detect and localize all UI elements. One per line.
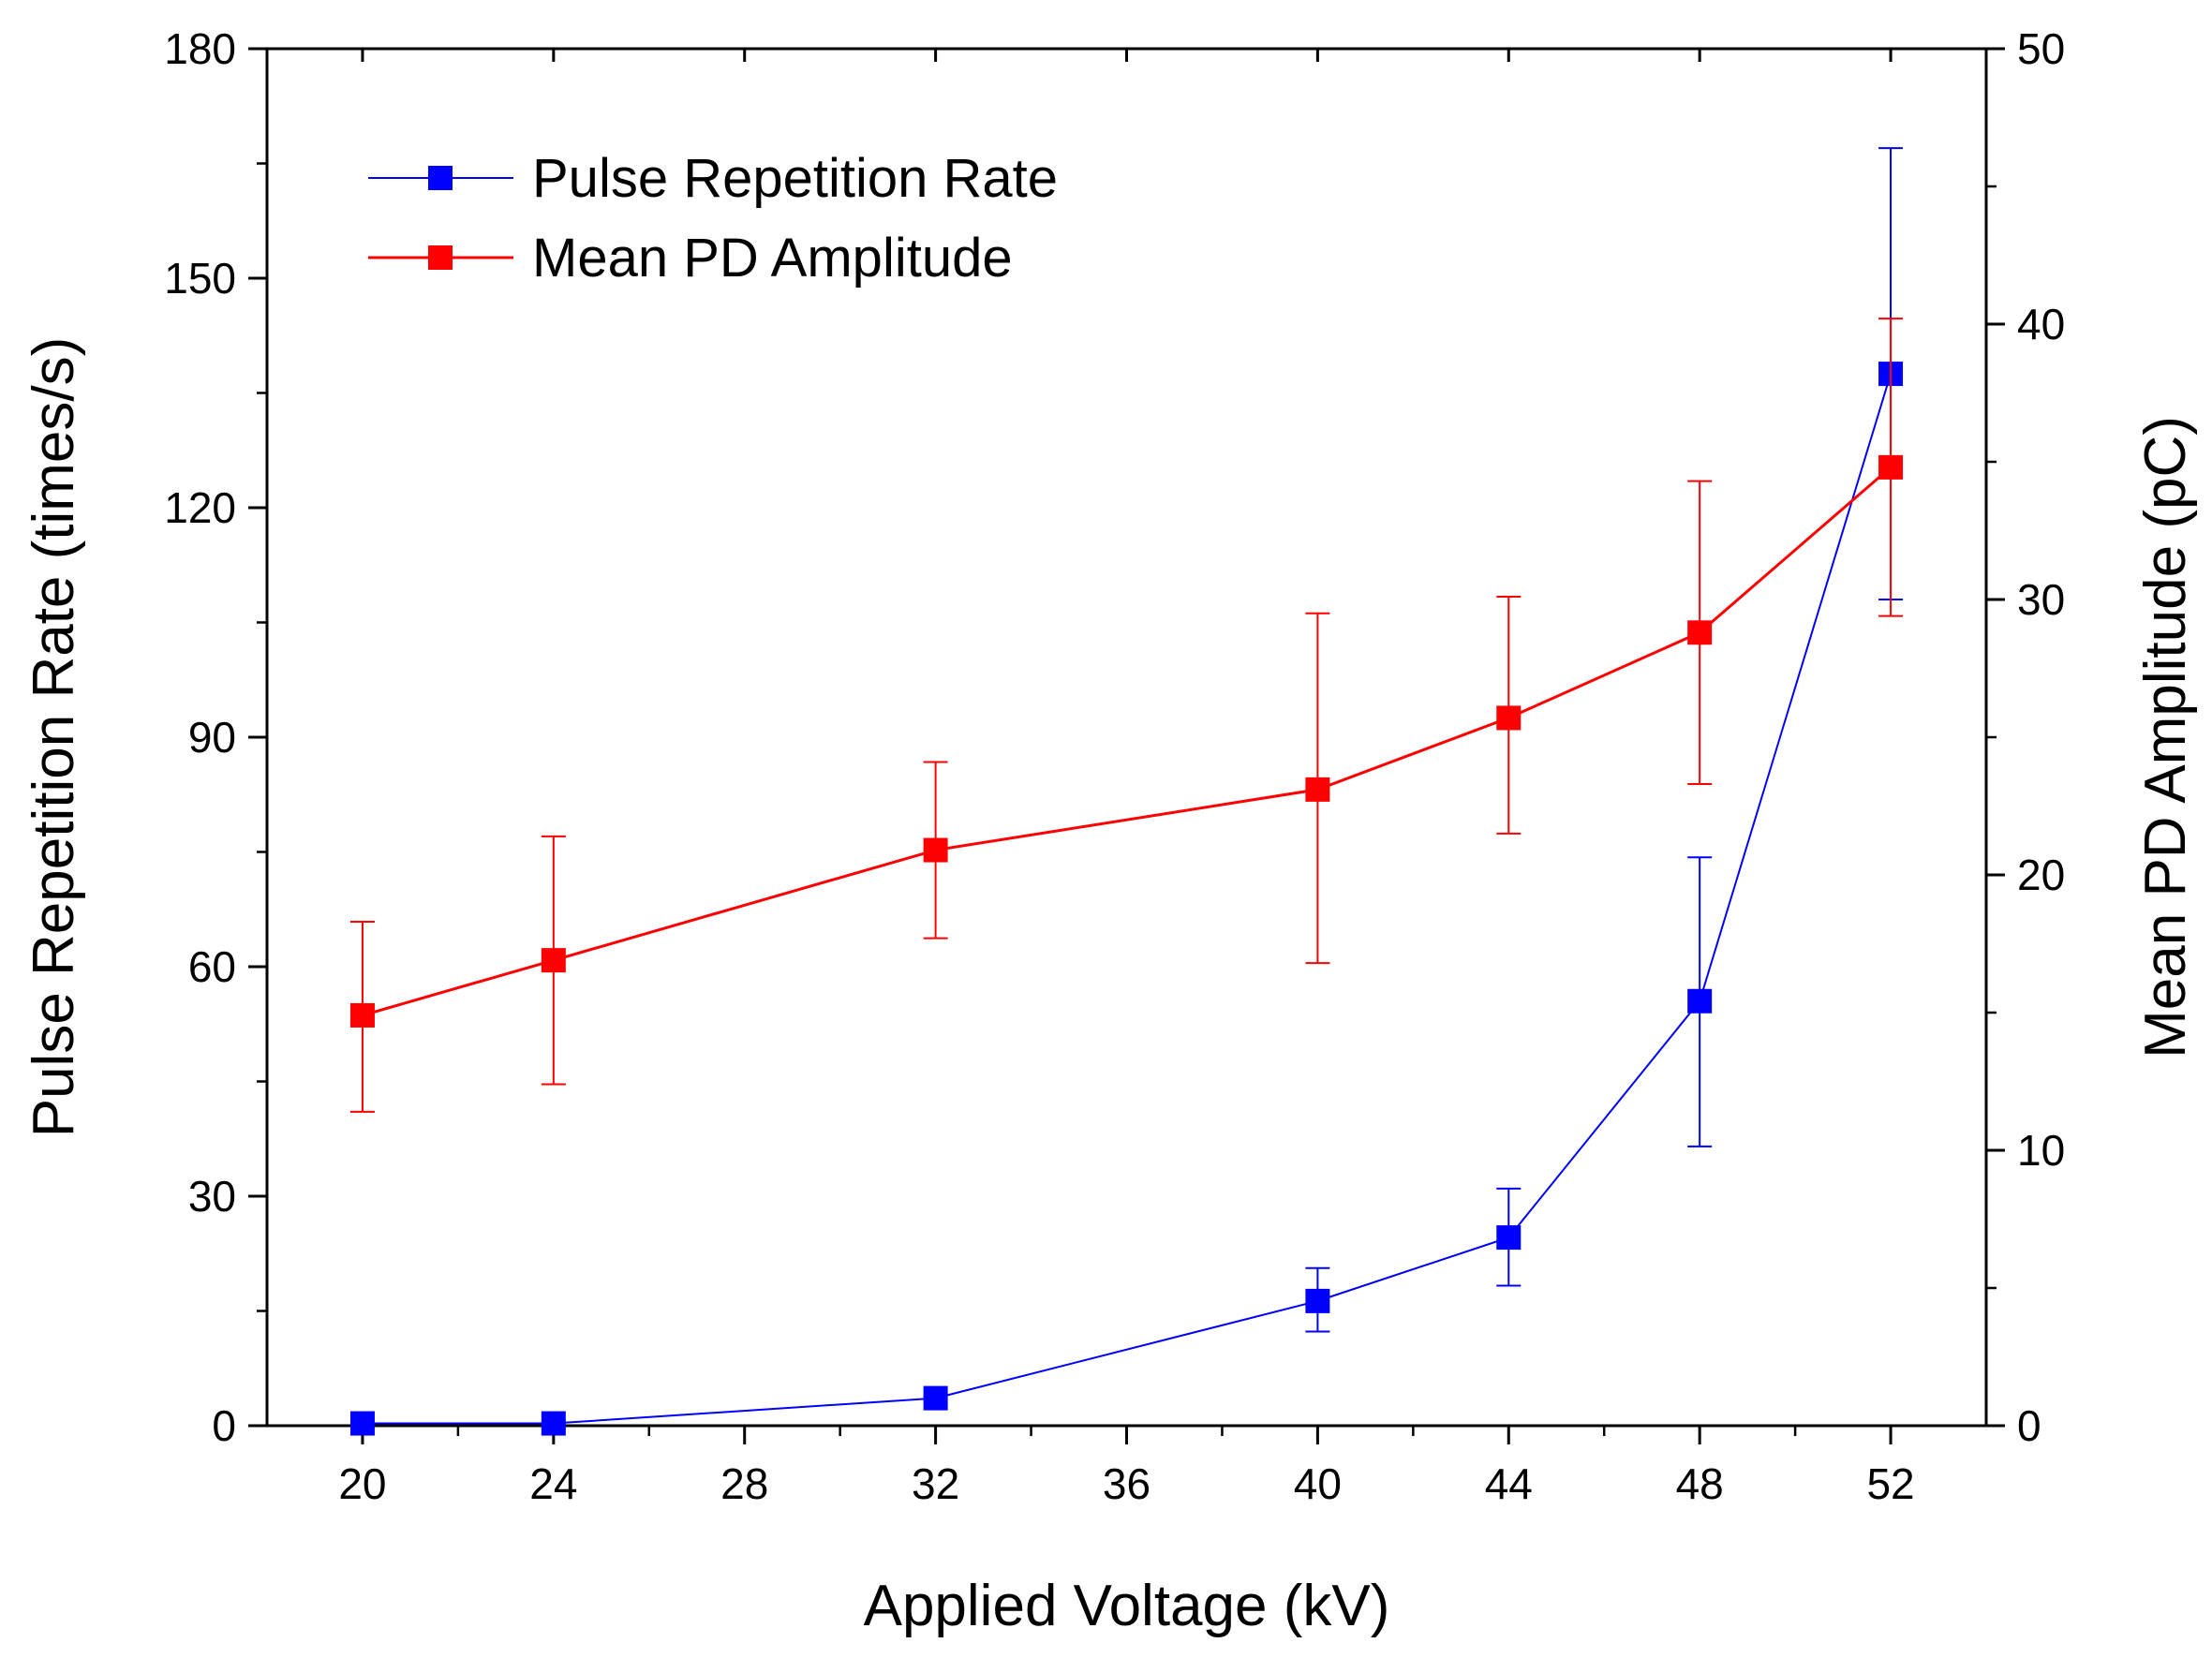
y-left-tick-label: 90 [188,713,236,762]
y-left-tick-label: 150 [164,254,236,303]
y-left-tick-label: 60 [188,942,236,991]
x-tick-label: 40 [1294,1459,1342,1508]
data-point [923,1385,948,1411]
series-mean-pd-amplitude [349,318,1904,1113]
data-point [1305,1288,1330,1313]
series-line [362,373,1893,1425]
series-line [362,466,1893,1017]
y-left-tick-label: 180 [164,24,236,73]
plot-border [265,47,1988,1428]
series-pulse-repetition-rate [349,147,1904,1436]
x-tick-label: 24 [529,1459,577,1508]
x-tick-label: 52 [1866,1459,1914,1508]
y-left-tick-label: 30 [188,1172,236,1221]
y-right-tick-label: 20 [2017,851,2065,899]
legend: Pulse Repetition Rate Mean PD Amplitude [368,148,1058,289]
legend-label: Pulse Repetition Rate [532,148,1058,209]
data-point [349,1411,375,1436]
x-tick-label: 20 [338,1459,386,1508]
data-point [1878,454,1904,480]
data-point [1496,1225,1522,1251]
y-right-tick-label: 50 [2017,24,2065,73]
y-axis-right-label: Mean PD Amplitude (pC) [2133,416,2198,1058]
plot-frame [265,47,1988,1428]
data-point [1305,777,1330,802]
data-point [541,1411,566,1436]
series-layer [349,147,1904,1436]
x-tick-label: 36 [1103,1459,1151,1508]
data-point [1496,705,1522,731]
legend-marker [428,245,453,270]
y-right-tick-label: 10 [2017,1126,2065,1175]
data-point [541,948,566,973]
legend-label: Mean PD Amplitude [532,228,1013,289]
y-right-tick-label: 40 [2017,300,2065,348]
x-tick-label: 48 [1676,1459,1724,1508]
y-axis-right: 0 10 20 30 40 50 [1986,24,2065,1450]
y-left-tick-label: 0 [212,1401,236,1450]
x-tick-label: 32 [912,1459,959,1508]
x-tick-label: 28 [720,1459,768,1508]
x-axis-label: Applied Voltage (kV) [864,1574,1390,1638]
data-point [1687,620,1713,645]
legend-marker [428,166,453,190]
y-axis-left: 0 30 60 90 120 150 180 [164,24,267,1450]
data-point [349,1002,375,1028]
y-right-tick-label: 0 [2017,1401,2041,1450]
data-point [923,837,948,863]
x-tick-label: 44 [1485,1459,1533,1508]
y-axis-left-label: Pulse Repetition Rate (times/s) [22,337,86,1138]
x-axis: 20 24 28 32 36 40 44 48 52 [338,49,1915,1508]
y-right-tick-label: 30 [2017,575,2065,624]
data-point [1687,988,1713,1014]
y-left-tick-label: 120 [164,483,236,532]
